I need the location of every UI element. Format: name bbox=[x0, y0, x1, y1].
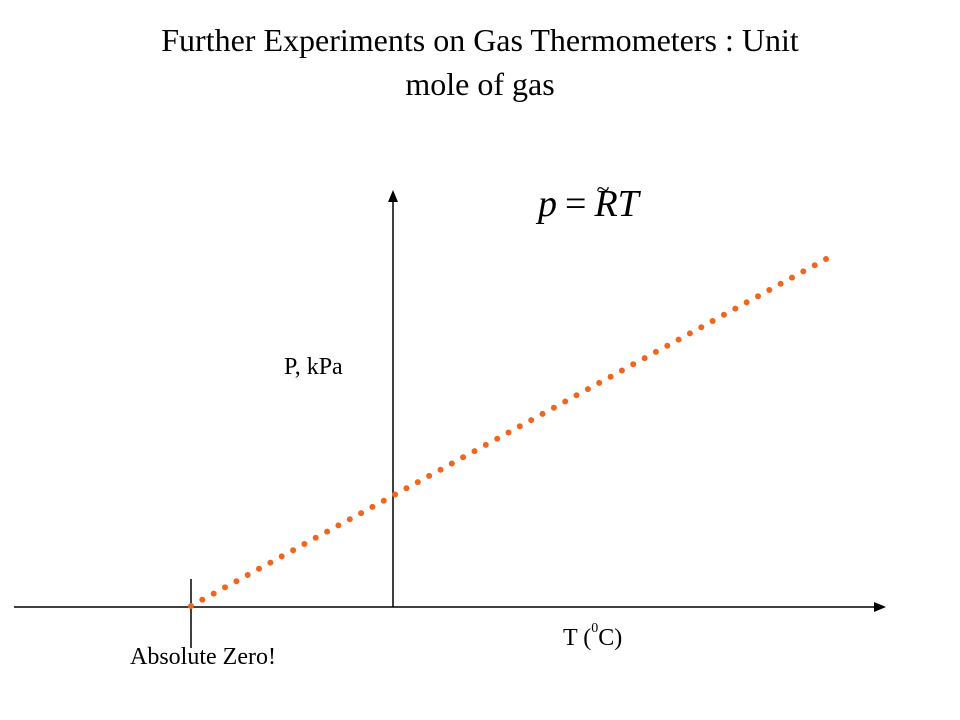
x-axis-label: T (0C) bbox=[563, 621, 623, 651]
line-dot bbox=[335, 522, 342, 529]
line-dot bbox=[800, 268, 807, 275]
line-dot bbox=[686, 330, 693, 337]
line-dot bbox=[301, 541, 308, 547]
equation-t: T bbox=[617, 183, 639, 225]
line-dot bbox=[573, 392, 580, 399]
line-dot bbox=[550, 404, 557, 411]
line-dot bbox=[369, 503, 376, 510]
line-dot bbox=[244, 572, 251, 578]
line-dot bbox=[346, 516, 353, 523]
x-axis-label-superscript: 0 bbox=[591, 621, 599, 636]
line-dot bbox=[267, 559, 274, 566]
line-dot bbox=[811, 262, 818, 269]
line-dot bbox=[777, 280, 784, 287]
line-dot bbox=[210, 590, 217, 597]
line-dot bbox=[222, 584, 228, 591]
line-dot bbox=[618, 367, 625, 374]
line-dot bbox=[278, 553, 285, 560]
line-dot bbox=[494, 435, 501, 442]
line-dot bbox=[403, 485, 410, 492]
ideal-gas-equation: p = ~ RT bbox=[538, 177, 639, 226]
line-dot bbox=[789, 274, 795, 281]
line-dot bbox=[437, 466, 444, 473]
title-line-1: Further Experiments on Gas Thermometers … bbox=[161, 22, 799, 58]
pressure-line bbox=[188, 256, 829, 609]
line-dot bbox=[539, 410, 546, 417]
line-dot bbox=[505, 429, 512, 436]
line-dot bbox=[698, 324, 705, 331]
line-dot bbox=[358, 510, 365, 517]
title-line-2: mole of gas bbox=[405, 66, 555, 102]
line-dot bbox=[448, 460, 455, 467]
y-axis-label: P, kPa bbox=[284, 354, 343, 380]
equation-tilde: ~ bbox=[596, 177, 610, 203]
line-dot bbox=[426, 472, 433, 479]
line-dot bbox=[720, 311, 727, 318]
line-dot bbox=[630, 361, 637, 368]
line-dot bbox=[528, 417, 535, 424]
line-dot bbox=[460, 454, 467, 461]
line-dot bbox=[755, 293, 761, 300]
line-dot bbox=[414, 479, 421, 486]
line-dot bbox=[823, 256, 829, 262]
line-dot bbox=[607, 373, 614, 380]
line-dot bbox=[482, 441, 489, 448]
equation-lhs: p bbox=[538, 183, 557, 225]
line-dot bbox=[312, 534, 319, 541]
y-axis-arrowhead bbox=[388, 190, 398, 202]
line-dot bbox=[290, 547, 297, 554]
line-dot bbox=[675, 336, 682, 343]
equation-r: ~ R bbox=[594, 177, 618, 226]
line-dot bbox=[233, 578, 240, 585]
line-dot bbox=[596, 379, 603, 386]
line-dot bbox=[516, 423, 523, 430]
line-dot bbox=[199, 596, 206, 603]
line-dot bbox=[256, 565, 262, 572]
line-dot bbox=[732, 305, 739, 312]
equation-equals: = bbox=[565, 183, 587, 225]
line-dot bbox=[188, 603, 194, 609]
line-dot bbox=[584, 386, 591, 393]
line-dot bbox=[664, 342, 671, 349]
line-dot bbox=[392, 491, 399, 498]
x-axis-arrowhead bbox=[874, 602, 886, 612]
line-dot bbox=[562, 398, 569, 405]
line-dot bbox=[743, 299, 750, 306]
line-dot bbox=[380, 497, 387, 504]
line-dot bbox=[324, 528, 331, 535]
slide-title: Further Experiments on Gas Thermometers … bbox=[70, 18, 890, 106]
line-dot bbox=[766, 287, 773, 293]
equation-r-letter: R bbox=[594, 183, 618, 225]
line-dot bbox=[641, 355, 648, 362]
line-dot bbox=[652, 348, 659, 355]
line-dot bbox=[471, 448, 478, 455]
line-dot bbox=[709, 318, 716, 324]
absolute-zero-label: Absolute Zero! bbox=[130, 644, 276, 670]
